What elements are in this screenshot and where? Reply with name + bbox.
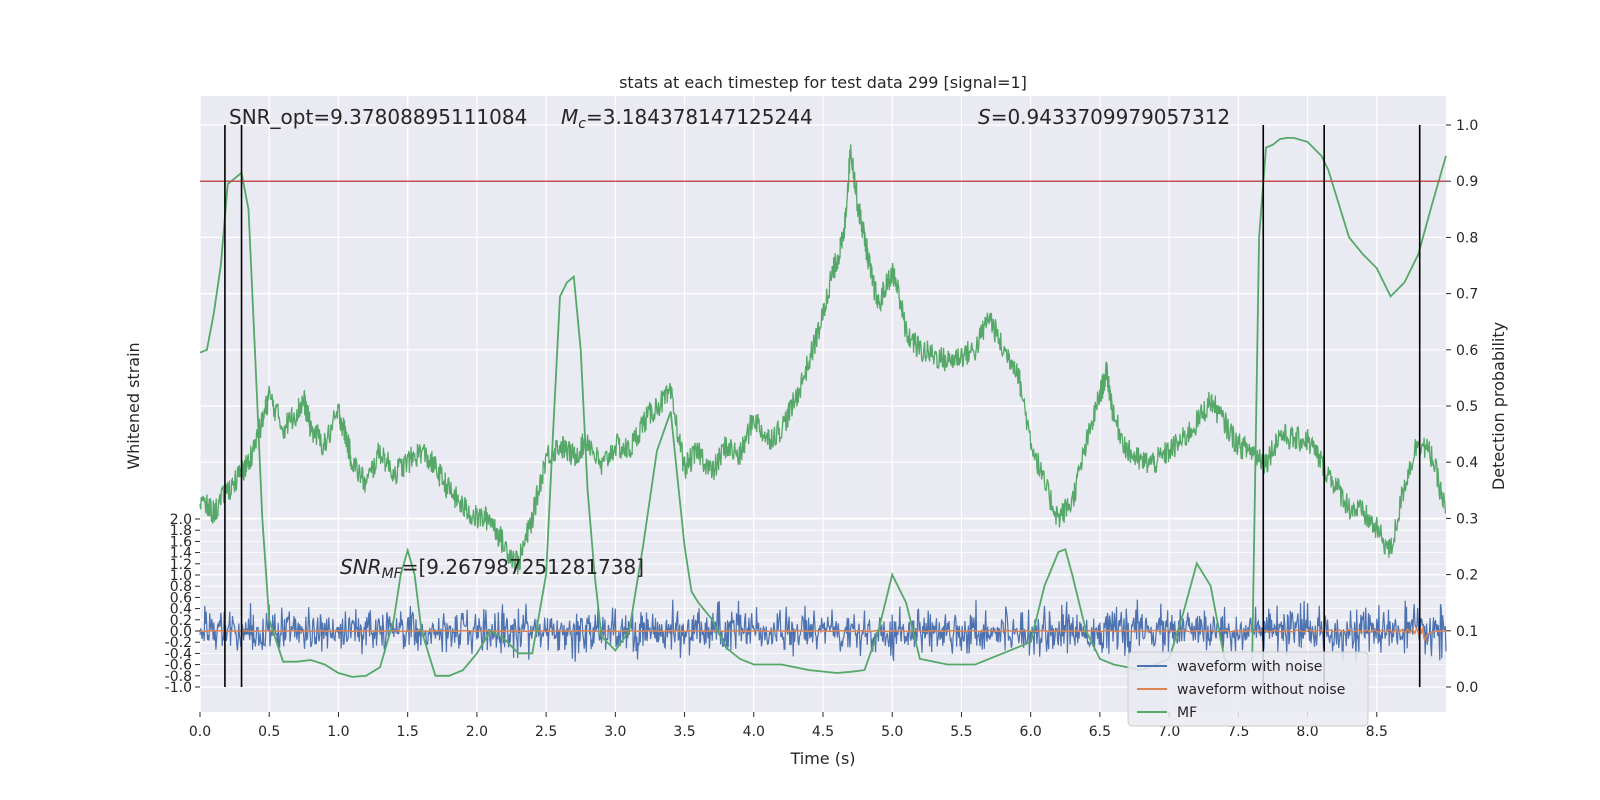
legend-label-noise: waveform with noise <box>1177 659 1322 675</box>
x-tick-label: 0.5 <box>258 724 280 740</box>
x-tick-label: 6.5 <box>1089 724 1111 740</box>
waveform-with-noise-line <box>199 599 1447 663</box>
y-left-tick-label: -0.4 <box>165 646 192 662</box>
s-value: =0.9433709979057312 <box>991 105 1230 129</box>
y-right-tick-label: 0.9 <box>1456 174 1478 190</box>
legend-box <box>1127 651 1369 727</box>
x-tick-label: 4.5 <box>812 724 834 740</box>
x-tick-label: 5.0 <box>881 724 903 740</box>
y-axis-left-label: Whitened strain <box>124 342 143 469</box>
s-symbol: S <box>978 105 991 129</box>
y-right-tick-label: 0.0 <box>1456 680 1478 696</box>
x-tick-label: 0.0 <box>189 724 211 740</box>
x-tick-label: 8.5 <box>1366 724 1388 740</box>
y-left-tick-label: 1.4 <box>170 546 192 562</box>
x-tick-label: 7.0 <box>1158 724 1180 740</box>
y-right-tick-label: 0.5 <box>1456 399 1478 415</box>
legend-label-clean: waveform without noise <box>1177 682 1345 698</box>
waveform-without-noise-line <box>200 626 1446 642</box>
x-tick-label: 3.5 <box>673 724 695 740</box>
y-right-tick-label: 1.0 <box>1456 118 1478 134</box>
y-axis-right-label: Detection probability <box>1489 322 1508 490</box>
y-left-tick-label: 1.8 <box>170 523 192 539</box>
x-tick-label: 4.0 <box>743 724 765 740</box>
legend: waveform with noise waveform without noi… <box>1127 651 1369 727</box>
x-tick-label: 3.0 <box>604 724 626 740</box>
y-left-tick-label: 2.0 <box>170 512 192 528</box>
x-tick-label: 1.5 <box>397 724 419 740</box>
y-left-tick-label: 0.6 <box>170 590 192 606</box>
snr-mf-subscript: MF <box>382 566 403 582</box>
x-tick-label: 5.5 <box>950 724 972 740</box>
chirp-mass-annotation: Mc=3.184378147125244 <box>561 105 813 132</box>
x-tick-label: 2.5 <box>535 724 557 740</box>
snr-opt-annotation: SNR_opt=9.37808895111084 <box>229 105 527 129</box>
y-right-tick-label: 0.1 <box>1456 624 1478 640</box>
chart-title: stats at each timestep for test data 299… <box>619 73 1027 92</box>
axes-layer: 0.0 0.5 1.0 1.5 2.0 2.5 3.0 3.5 4.0 4.5 5.0 5.5 6.0 6… <box>165 118 1479 740</box>
x-axis-label: Time (s) <box>789 749 855 768</box>
chirp-mass-subscript: c <box>578 116 586 132</box>
y-left-tick-label: 0.8 <box>170 579 192 595</box>
y-right-tick-label: 0.6 <box>1456 343 1478 359</box>
y-left-tick-label: 1.6 <box>170 534 192 550</box>
y-right-tick-label: 0.8 <box>1456 230 1478 246</box>
y-right-tick-label: 0.3 <box>1456 511 1478 527</box>
y-right-tick-label: 0.2 <box>1456 568 1478 584</box>
y-left-tick-label: 0.4 <box>170 602 192 618</box>
snr-mf-symbol: SNR <box>340 555 382 579</box>
y-left-tick-label: -0.8 <box>165 669 192 685</box>
y-right-tick-label: 0.4 <box>1456 455 1478 471</box>
x-tick-label: 7.5 <box>1227 724 1249 740</box>
y-left-tick-label: -0.2 <box>165 635 192 651</box>
y-left-tick-label: -0.6 <box>165 658 192 674</box>
y-left-tick-label: -1.0 <box>165 680 192 696</box>
snr-mf-value: =[9.267987251281738] <box>402 555 644 579</box>
chirp-mass-value: =3.184378147125244 <box>586 105 813 129</box>
overlay-layer <box>200 125 1446 687</box>
snr-mf-annotation: SNRMF=[9.267987251281738] <box>340 555 644 582</box>
x-tick-label: 6.0 <box>1020 724 1042 740</box>
chirp-mass-symbol: M <box>561 105 578 129</box>
x-tick-label: 2.0 <box>466 724 488 740</box>
s-annotation: S=0.9433709979057312 <box>978 105 1230 129</box>
y-left-tick-label: 1.0 <box>170 568 192 584</box>
y-left-tick-label: 0.2 <box>170 613 192 629</box>
x-tick-label: 8.0 <box>1296 724 1318 740</box>
legend-label-mf: MF <box>1177 705 1197 721</box>
y-left-tick-label: 0.0 <box>170 624 192 640</box>
detection-probability-walk-line <box>199 144 1447 575</box>
y-right-tick-label: 0.7 <box>1456 287 1478 303</box>
y-left-tick-label: 1.2 <box>170 557 192 573</box>
x-tick-label: 1.0 <box>327 724 349 740</box>
